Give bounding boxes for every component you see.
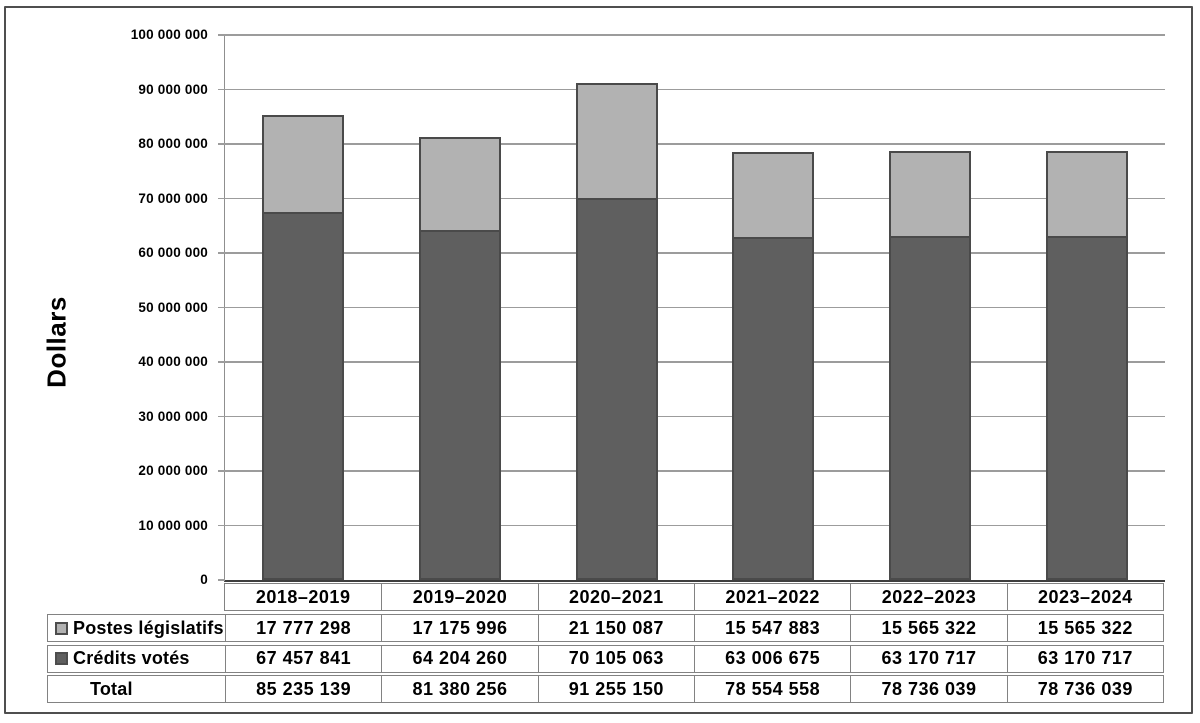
y-tick-label: 0	[200, 572, 208, 587]
y-axis-tick	[218, 470, 225, 472]
legend-swatch	[55, 621, 68, 635]
bar-segment-postes-legislatifs	[575, 82, 658, 200]
bar-segment-credits-votes	[732, 236, 815, 580]
value-cell: 64 204 260	[381, 645, 537, 672]
value-cell: 91 255 150	[537, 676, 694, 702]
gridline	[225, 252, 1165, 254]
bar-segment-postes-legislatifs	[1045, 150, 1128, 238]
gridline	[225, 415, 1165, 418]
y-tick-label: 90 000 000	[138, 81, 208, 97]
gridline	[225, 470, 1165, 472]
y-axis-tick	[218, 524, 225, 527]
y-tick-label: 40 000 000	[138, 354, 208, 369]
gridline	[225, 197, 1165, 200]
row-label-cell: Postes législatifs	[48, 615, 225, 641]
value-cell: 85 235 139	[225, 676, 381, 702]
y-axis-tick	[218, 306, 225, 309]
bar-segment-credits-votes	[889, 235, 971, 580]
y-axis-tick	[218, 143, 225, 145]
y-tick-label: 50 000 000	[138, 299, 208, 315]
y-axis-tick	[218, 88, 225, 91]
value-cell: 63 170 717	[850, 645, 1006, 672]
bar-segment-credits-votes	[262, 212, 345, 580]
y-tick-label: 20 000 000	[138, 463, 208, 478]
bar-segment-postes-legislatifs	[889, 150, 971, 238]
value-cell: 17 777 298	[225, 615, 381, 641]
bar-segment-credits-votes	[419, 230, 501, 580]
y-axis-tick	[218, 579, 225, 581]
category-header-cell: 2018–2019	[255, 586, 351, 607]
value-cell: 15 547 883	[693, 615, 850, 641]
value-cell: 78 554 558	[693, 676, 850, 702]
row-label-cell: Crédits votés	[48, 646, 225, 672]
y-tick-label: 70 000 000	[138, 190, 208, 206]
bar-segment-credits-votes	[575, 197, 658, 580]
y-tick-label: 10 000 000	[138, 517, 208, 533]
row-label: Postes législatifs	[73, 617, 224, 638]
plot-area	[218, 34, 1165, 582]
row-label: Crédits votés	[73, 648, 190, 668]
category-header-cell: 2021–2022	[693, 584, 850, 610]
y-axis-tick	[218, 197, 225, 200]
bar-segment-postes-legislatifs	[419, 136, 501, 233]
category-header-cell: 2022–2023	[850, 584, 1006, 610]
y-tick-label: 100 000 000	[130, 27, 208, 42]
gridline	[225, 88, 1165, 91]
gridline	[225, 361, 1165, 363]
value-cell: 78 736 039	[1006, 676, 1163, 702]
y-axis-tick	[218, 415, 225, 418]
gridline	[225, 306, 1165, 309]
y-axis-tick	[218, 361, 225, 363]
value-cell: 15 565 322	[850, 615, 1006, 641]
bar-segment-credits-votes	[1045, 235, 1128, 580]
y-axis-tick	[218, 34, 225, 36]
row-label: Total	[90, 678, 133, 699]
category-header-cell: 2020–2021	[537, 584, 694, 610]
table-row-credits-votes: Crédits votés 67 457 841 64 204 260 70 105 …	[47, 644, 1164, 673]
y-tick-label: 30 000 000	[138, 408, 208, 424]
y-tick-label: 80 000 000	[138, 136, 208, 151]
gridline	[225, 34, 1165, 36]
category-header-cell: 2023–2024	[1006, 584, 1163, 610]
table-row-postes-legislatifs: Postes législatifs 17 777 298 17 175 996 21…	[47, 614, 1164, 642]
y-axis-tick	[218, 252, 225, 254]
category-header-row: 2018–2019 2019–2020 2020–2021 2021–2022 2022…	[224, 583, 1164, 611]
table-row-total: Total 85 235 139 81 380 256 91 255 150 78 55…	[47, 675, 1164, 703]
gridline	[225, 524, 1165, 527]
value-cell: 15 565 322	[1006, 615, 1163, 641]
value-cell: 17 175 996	[381, 615, 537, 641]
y-tick-label: 60 000 000	[138, 245, 208, 260]
value-cell: 21 150 087	[537, 615, 694, 641]
category-header-cell: 2019–2020	[381, 584, 537, 610]
bar-segment-postes-legislatifs	[262, 115, 345, 215]
y-axis-tick-labels: 0 10 000 000 20 000 000 30 000 000 40 000 00…	[0, 27, 208, 587]
value-cell: 81 380 256	[381, 676, 537, 702]
value-cell: 78 736 039	[850, 676, 1006, 702]
value-cell: 70 105 063	[537, 645, 694, 672]
legend-swatch	[55, 652, 68, 665]
value-cell: 63 170 717	[1006, 645, 1163, 672]
bar-segment-postes-legislatifs	[732, 151, 815, 239]
row-label-cell: Total	[48, 676, 225, 702]
gridline	[225, 143, 1165, 145]
value-cell: 63 006 675	[693, 645, 850, 672]
value-cell: 67 457 841	[225, 645, 381, 672]
